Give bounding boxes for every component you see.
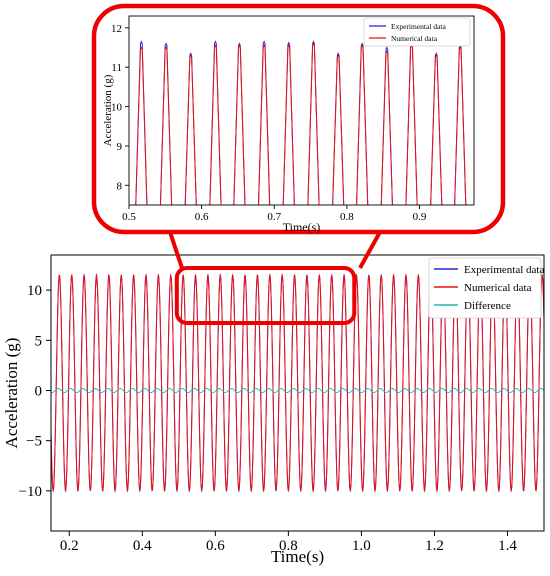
zoom-x-tick-label: 0.8 bbox=[340, 211, 354, 223]
main-y-axis-label: Acceleration (g) bbox=[2, 338, 21, 449]
zoom-plot-lines bbox=[135, 40, 467, 205]
callout-zoom-frame bbox=[91, 3, 506, 235]
zoom-series-line-numerical-data bbox=[135, 42, 467, 205]
main-y-tick-label: −10 bbox=[19, 484, 42, 500]
zoom-legend: Experimental data Numerical data bbox=[363, 17, 471, 47]
zoom-legend-box bbox=[363, 17, 471, 47]
main-x-tick-label: 0.6 bbox=[206, 538, 225, 554]
callout-source-box bbox=[174, 266, 357, 325]
main-x-tick-label: 1.0 bbox=[352, 538, 371, 554]
main-legend-box bbox=[428, 257, 542, 319]
zoom-y-axis-label: Acceleration (g) bbox=[102, 74, 114, 146]
zoom-chart-panel: 0.5 0.6 0.7 0.8 0.9 8 9 10 11 12 Time(s) Accelerati… bbox=[102, 15, 475, 234]
zoom-y-tick-label: 8 bbox=[117, 180, 123, 192]
zoom-x-tick-label: 0.5 bbox=[122, 211, 136, 223]
main-x-tick-label: 0.8 bbox=[279, 538, 298, 554]
main-chart-panel: 0.2 0.4 0.6 0.8 1.0 1.2 1.4 −10 −5 0 5 10 Time(s) Acc… bbox=[2, 254, 545, 566]
main-x-axis-label: Time(s) bbox=[271, 547, 324, 566]
main-y-tick-label: 0 bbox=[35, 383, 43, 399]
zoom-x-axis-label: Time(s) bbox=[283, 220, 321, 234]
main-legend-label: Difference bbox=[464, 300, 511, 312]
zoom-y-tick-label: 11 bbox=[111, 62, 122, 74]
main-legend-label: Numerical data bbox=[464, 282, 532, 294]
main-x-tick-label: 0.2 bbox=[60, 538, 79, 554]
zoom-series-line-experimental-data bbox=[135, 40, 467, 205]
zoom-y-tick-label: 10 bbox=[111, 102, 123, 114]
zoom-legend-label: Numerical data bbox=[391, 34, 438, 43]
zoom-x-tick-label: 0.6 bbox=[195, 211, 209, 223]
main-y-tick-label: 5 bbox=[35, 333, 43, 349]
zoom-y-tick-label: 12 bbox=[111, 23, 122, 35]
main-x-tick-label: 0.4 bbox=[133, 538, 152, 554]
main-y-tick-label: −5 bbox=[26, 434, 42, 450]
zoom-y-tick-label: 9 bbox=[117, 141, 123, 153]
main-legend-label: Experimental data bbox=[464, 264, 544, 276]
zoom-axes-frame bbox=[128, 15, 475, 206]
main-axes-frame bbox=[50, 254, 545, 532]
main-x-tick-label: 1.2 bbox=[425, 538, 444, 554]
zoom-callout bbox=[91, 3, 506, 325]
main-series-line-difference bbox=[50, 388, 545, 393]
callout-connector-lines bbox=[168, 231, 382, 269]
main-x-tick-label: 1.4 bbox=[498, 538, 517, 554]
zoom-x-tick-label: 0.9 bbox=[413, 211, 427, 223]
main-series-line-numerical-data bbox=[50, 273, 545, 493]
main-legend: Experimental data Numerical data Differenc… bbox=[428, 257, 544, 319]
zoom-x-tick-label: 0.7 bbox=[267, 211, 281, 223]
zoom-legend-label: Experimental data bbox=[391, 22, 446, 31]
main-y-tick-label: 10 bbox=[27, 283, 42, 299]
